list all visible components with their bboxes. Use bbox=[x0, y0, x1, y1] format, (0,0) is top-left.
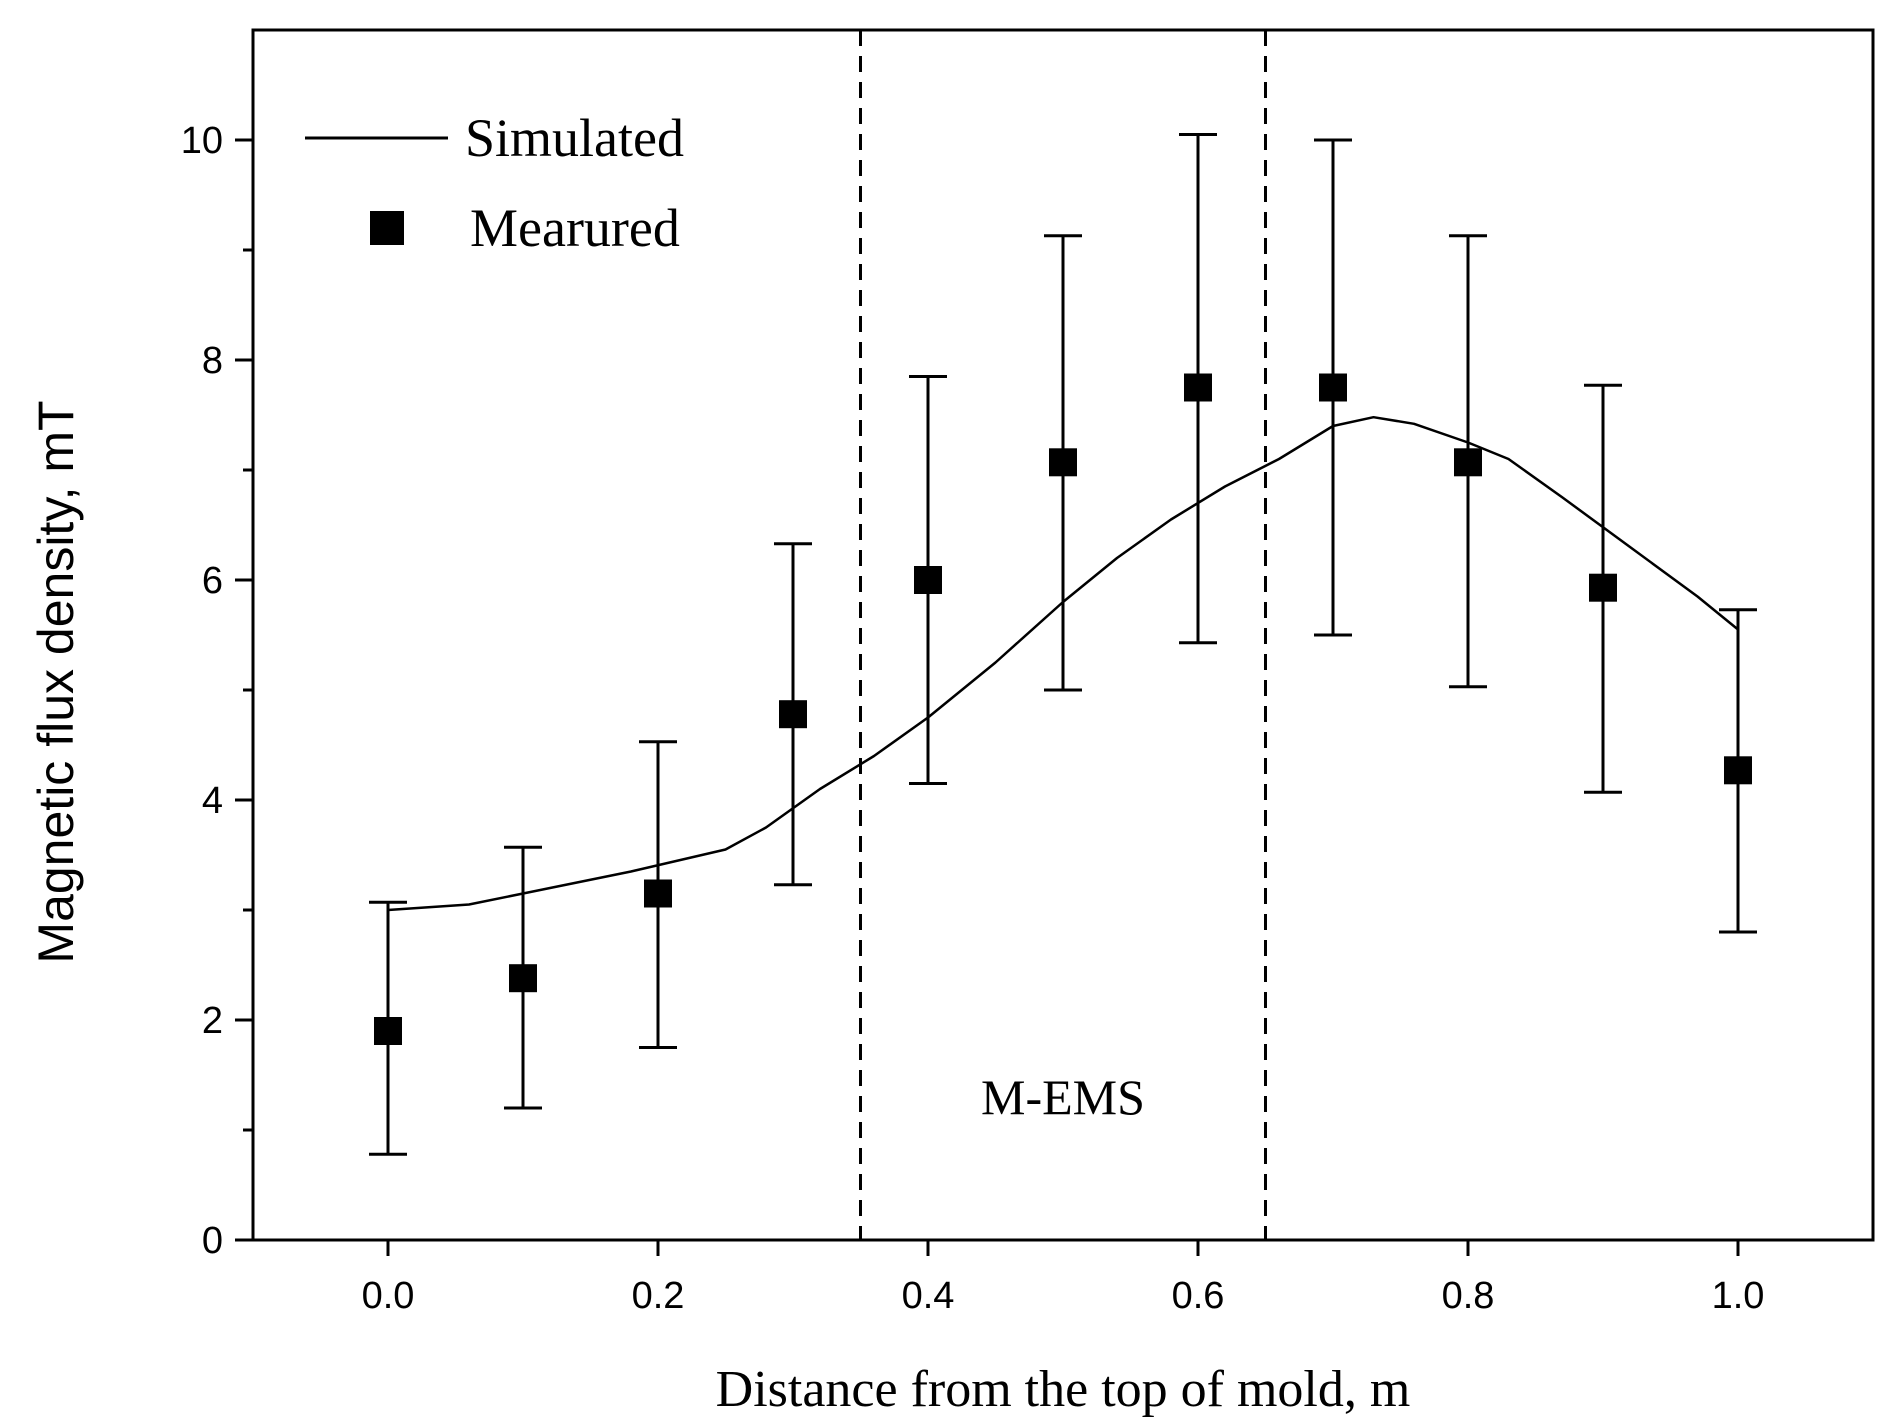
measured-point bbox=[644, 879, 672, 908]
measured-point bbox=[1589, 573, 1617, 602]
y-tick-label: 8 bbox=[202, 340, 223, 382]
x-tick-label: 0.8 bbox=[1442, 1275, 1495, 1317]
measured-point bbox=[779, 700, 807, 729]
measured-point bbox=[914, 566, 942, 594]
measured-point bbox=[1454, 448, 1482, 477]
y-axis-ticks: 0 2 4 6 8 10 bbox=[181, 120, 253, 1262]
x-axis-title: Distance from the top of mold, m bbox=[716, 1361, 1411, 1418]
error-bars bbox=[369, 133, 1757, 1156]
y-tick-label: 2 bbox=[202, 1000, 223, 1042]
x-axis-ticks: 0.0 0.2 0.4 0.6 0.8 1.0 bbox=[362, 1240, 1765, 1317]
measured-point bbox=[1319, 373, 1347, 402]
measured-point bbox=[1724, 756, 1752, 785]
legend-label-measured: Mearured bbox=[470, 198, 680, 258]
y-axis-title: Magnetic flux density, mT bbox=[28, 400, 84, 963]
measured-point bbox=[1049, 448, 1077, 477]
simulated-line bbox=[387, 415, 1739, 912]
y-tick-label: 4 bbox=[202, 780, 223, 822]
plot-frame bbox=[251, 28, 1875, 1242]
annotation-m-ems: M-EMS bbox=[981, 1069, 1145, 1125]
measured-point bbox=[1184, 373, 1212, 402]
x-tick-label: 0.2 bbox=[632, 1275, 685, 1317]
legend-marker-sample bbox=[370, 211, 404, 245]
x-tick-label: 1.0 bbox=[1712, 1275, 1765, 1317]
x-tick-label: 0.0 bbox=[362, 1275, 415, 1317]
x-tick-label: 0.6 bbox=[1172, 1275, 1225, 1317]
simulated-series bbox=[387, 415, 1739, 912]
legend-label-simulated: Simulated bbox=[465, 108, 684, 168]
measured-point bbox=[374, 1017, 402, 1045]
measured-point bbox=[509, 964, 537, 993]
y-tick-label: 10 bbox=[181, 120, 223, 162]
region-divider-lines bbox=[859, 30, 1267, 1240]
legend: Simulated Mearured bbox=[305, 108, 684, 258]
x-tick-label: 0.4 bbox=[902, 1275, 955, 1317]
measured-series bbox=[374, 373, 1752, 1045]
y-tick-label: 6 bbox=[202, 560, 223, 602]
y-tick-label: 0 bbox=[202, 1220, 223, 1262]
